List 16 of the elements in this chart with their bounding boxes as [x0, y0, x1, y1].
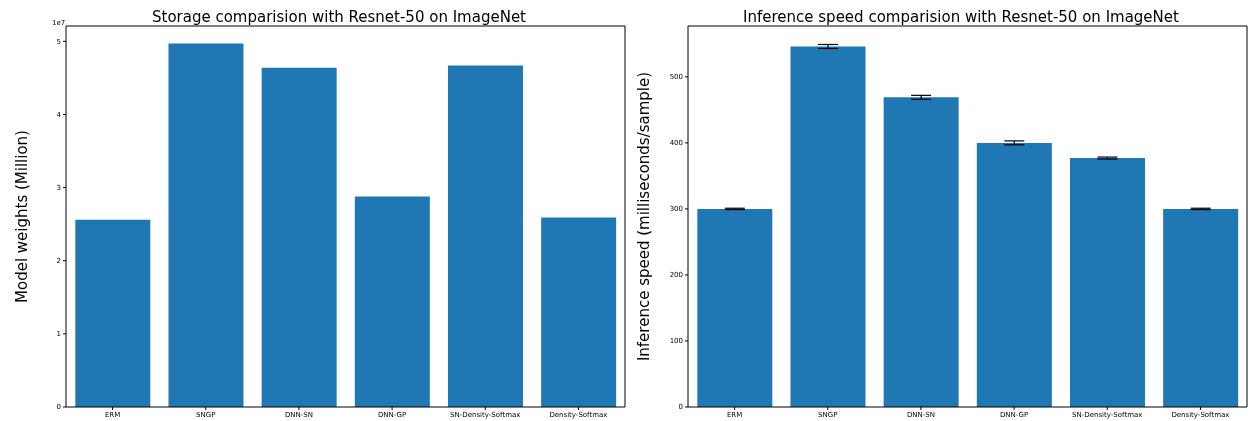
- bar: [168, 43, 244, 407]
- bar: [1069, 158, 1145, 407]
- bar: [790, 46, 866, 407]
- bar: [354, 196, 430, 407]
- bar: [541, 217, 617, 407]
- bar: [697, 208, 773, 407]
- chart-title: Inference speed comparision with Resnet-50 on ImageNet: [742, 8, 1180, 26]
- bar: [261, 67, 337, 407]
- y-axis-title: Inference speed (milliseconds/sample): [635, 71, 654, 362]
- chart-title: Storage comparision with Resnet-50 on ImageNet: [151, 8, 526, 26]
- bar: [883, 97, 959, 407]
- y-axis-title: Model weights (Million): [13, 130, 32, 303]
- bar: [976, 142, 1052, 407]
- bar: [1163, 208, 1239, 407]
- bar: [75, 219, 151, 407]
- bar: [447, 65, 523, 407]
